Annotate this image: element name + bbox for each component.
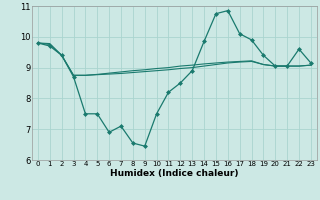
X-axis label: Humidex (Indice chaleur): Humidex (Indice chaleur) bbox=[110, 169, 239, 178]
